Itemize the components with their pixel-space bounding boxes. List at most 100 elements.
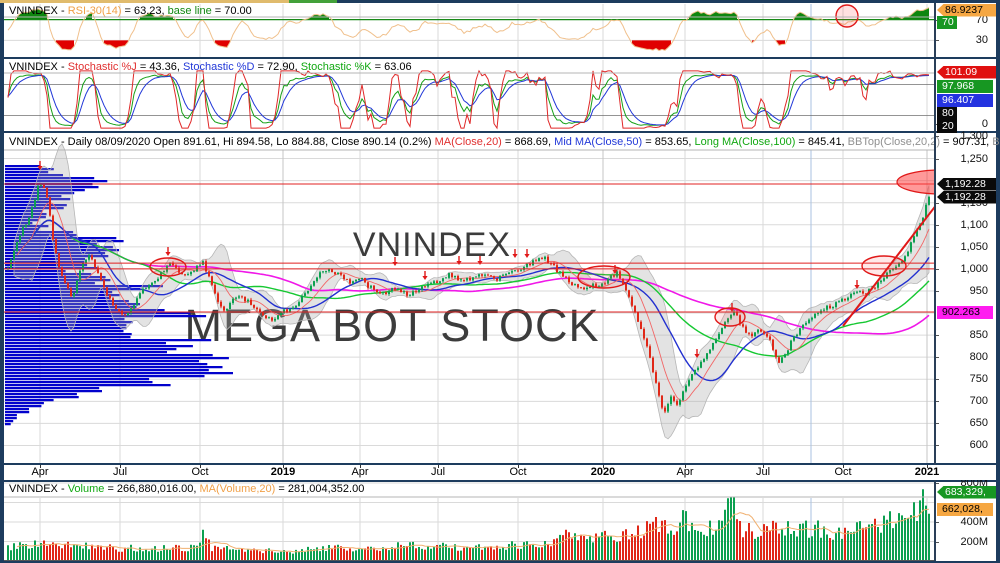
stochastic-k-line [7, 73, 930, 127]
axis-tick-label: 600 [969, 439, 988, 452]
volume-ma-line [16, 508, 930, 553]
stochastic-d-line [7, 74, 930, 126]
header-segment: = 266,880,016.00, [104, 483, 200, 495]
axis-tick-label: 30 [975, 34, 988, 46]
sell-arrow [854, 285, 860, 289]
highlight-ellipse [577, 265, 631, 289]
header-segment: = 72.90, [254, 61, 301, 73]
axis-value-callout: 1,192.28 [937, 177, 996, 191]
date-tick [120, 465, 121, 468]
volume-plot[interactable] [4, 482, 934, 561]
sell-arrow [422, 276, 428, 280]
stochastic-j-line [7, 69, 930, 130]
axis-tick-mark [936, 522, 939, 523]
sell-arrow [524, 254, 530, 258]
panel-divider[interactable] [4, 131, 996, 133]
header-segment: base line [167, 5, 212, 17]
header-segment: VNINDEX - Daily 08/09/2020 Open 891.61, … [9, 136, 435, 148]
axis-tick-mark [936, 483, 939, 484]
header-segment: Stochastic %K [300, 61, 372, 73]
panel-divider[interactable] [4, 463, 996, 465]
axis-tick-label: 1,300 [960, 130, 988, 143]
axis-divider [934, 3, 936, 561]
axis-tick-mark [936, 541, 939, 543]
axis-tick-label: 1,000 [960, 262, 988, 275]
price-panel-header: VNINDEX - Daily 08/09/2020 Open 891.61, … [9, 136, 1000, 149]
axis-value-callout: 683,329, [937, 485, 996, 499]
header-segment: VNINDEX - [9, 483, 68, 495]
highlight-ellipse [149, 257, 187, 277]
axis-tick-mark [936, 40, 939, 41]
axis-tick-label: 70 [975, 14, 988, 26]
tab-strip[interactable] [0, 0, 289, 3]
header-segment: = 868.69, [501, 136, 555, 148]
axis-value-callout: 662,028, [937, 502, 993, 516]
axis-value-callout: 1,192.28 [937, 190, 996, 204]
header-segment: = 63.06 [371, 61, 412, 73]
rsi-plot[interactable] [4, 3, 934, 57]
axis-tick-mark [936, 158, 939, 160]
panel-divider[interactable] [4, 480, 996, 482]
value-axis-gutter: 703001,3001,2501,1501,1001,0501,00095085… [936, 3, 996, 561]
highlight-ellipse [861, 255, 907, 277]
date-axis: Apr Jul Oct 2019 Apr Jul Oct 2020 Apr Jul Oct 2021 [4, 465, 996, 480]
axis-tick-mark [936, 290, 939, 292]
rsi-line [7, 7, 930, 52]
sell-arrow [456, 261, 462, 265]
date-label: Oct [191, 466, 209, 478]
date-label: Oct [509, 466, 527, 478]
header-segment: Stochastic %J [67, 61, 137, 73]
date-label: Apr [351, 466, 369, 478]
header-segment: = 281,004,352.00 [275, 483, 365, 495]
axis-value-callout: 70 [937, 15, 957, 29]
trend-arrow [842, 206, 934, 327]
axis-tick-label: 1,100 [960, 218, 988, 231]
date-tick [200, 465, 201, 468]
header-segment: Stochastic %D [182, 61, 255, 73]
date-tick [360, 465, 361, 468]
axis-value-callout: 20 [937, 119, 957, 133]
watermark: VNINDEX [353, 226, 511, 264]
header-segment: VNINDEX - [9, 5, 68, 17]
header-segment: MA(Volume,20) [199, 483, 276, 495]
axis-tick-label: 0 [981, 118, 988, 130]
rsi-highlight-circle [835, 4, 859, 28]
sell-arrow [477, 261, 483, 265]
header-segment: MA(Close,20) [434, 136, 502, 148]
axis-tick-label: 1,050 [960, 240, 988, 253]
header-segment: = 907.31, [940, 136, 993, 148]
header-segment: BBBot(Close,20,2) [992, 136, 1000, 148]
date-label: 2020 [590, 466, 616, 478]
axis-tick-mark [936, 224, 939, 226]
date-tick [843, 465, 844, 468]
axis-value-callout: 902.263 [937, 305, 993, 319]
sell-arrow [392, 262, 398, 266]
axis-tick-label: 850 [969, 329, 988, 342]
tab-strip-active[interactable] [289, 0, 337, 3]
stochastic-panel-header: VNINDEX - Stochastic %J = 43.36, Stochas… [9, 61, 412, 74]
axis-tick-label: 200M [960, 535, 988, 548]
date-tick [40, 465, 41, 468]
axis-tick-label: 650 [969, 417, 988, 430]
date-label: Jul [112, 466, 128, 478]
header-segment: = 43.36, [136, 61, 183, 73]
axis-tick-mark [936, 268, 939, 270]
header-segment: Long MA(Close,100) [694, 136, 796, 148]
date-tick [518, 465, 519, 468]
stochastic-plot[interactable] [4, 59, 934, 131]
candles-down [43, 185, 876, 412]
date-label: Jul [755, 466, 771, 478]
header-segment: = 70.00 [211, 5, 252, 17]
axis-tick-mark [936, 379, 939, 381]
panel-divider[interactable] [4, 57, 996, 59]
header-segment: BBTop(Close,20,2) [847, 136, 940, 148]
header-segment: Mid MA(Close,50) [554, 136, 643, 148]
axis-tick-label: 800 [969, 351, 988, 364]
axis-value-callout: 101.09 [937, 65, 996, 79]
header-segment: = 845.41, [795, 136, 848, 148]
header-segment: Volume [67, 483, 105, 495]
sell-arrow [694, 354, 700, 358]
volume-profile [5, 165, 233, 426]
